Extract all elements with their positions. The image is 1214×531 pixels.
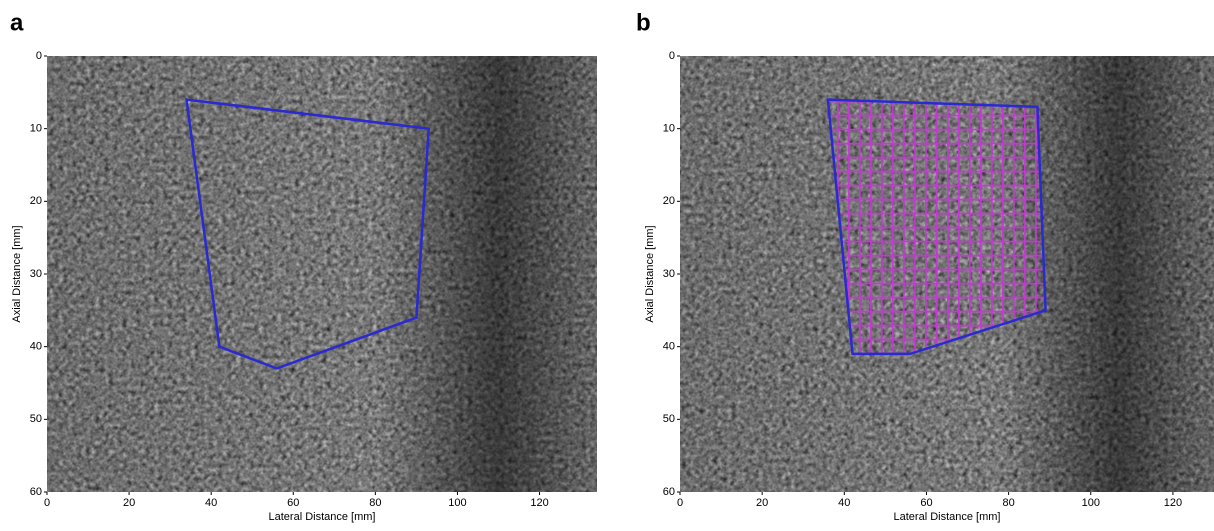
panel-letter: a [10, 9, 24, 36]
y-tick-label: 20 [30, 195, 42, 207]
x-tick-label: 20 [756, 497, 768, 509]
x-tick-label: 0 [44, 497, 50, 509]
x-tick-label: 60 [920, 497, 932, 509]
y-tick-label: 30 [663, 268, 675, 280]
x-tick-label: 120 [530, 497, 548, 509]
x-tick-label: 100 [1082, 497, 1100, 509]
x-tick-label: 0 [677, 497, 683, 509]
image-shading [47, 56, 597, 492]
y-tick-label: 60 [663, 486, 675, 498]
y-tick-label: 10 [663, 123, 675, 135]
y-axis-label: Axial Distance [mm] [11, 225, 23, 322]
panel-letter: b [636, 9, 651, 36]
x-tick-label: 40 [205, 497, 217, 509]
y-tick-label: 20 [663, 195, 675, 207]
x-tick-label: 120 [1164, 497, 1182, 509]
y-tick-label: 0 [669, 50, 675, 62]
y-tick-label: 40 [30, 341, 42, 353]
y-tick-label: 60 [30, 486, 42, 498]
x-axis-label: Lateral Distance [mm] [894, 511, 1001, 523]
x-tick-label: 40 [838, 497, 850, 509]
roi-outline [185, 98, 431, 370]
y-tick-label: 10 [30, 123, 42, 135]
y-tick-label: 50 [30, 413, 42, 425]
x-tick-label: 60 [287, 497, 299, 509]
y-tick-label: 0 [36, 50, 42, 62]
image-shading [680, 56, 1214, 492]
y-tick-label: 40 [663, 341, 675, 353]
x-tick-label: 80 [369, 497, 381, 509]
y-axis-label: Axial Distance [mm] [644, 225, 656, 322]
x-tick-label: 100 [448, 497, 466, 509]
x-tick-label: 80 [1002, 497, 1014, 509]
roi-outline [826, 98, 1047, 356]
y-tick-label: 30 [30, 268, 42, 280]
x-tick-label: 20 [123, 497, 135, 509]
y-tick-label: 50 [663, 413, 675, 425]
x-axis-label: Lateral Distance [mm] [269, 511, 376, 523]
